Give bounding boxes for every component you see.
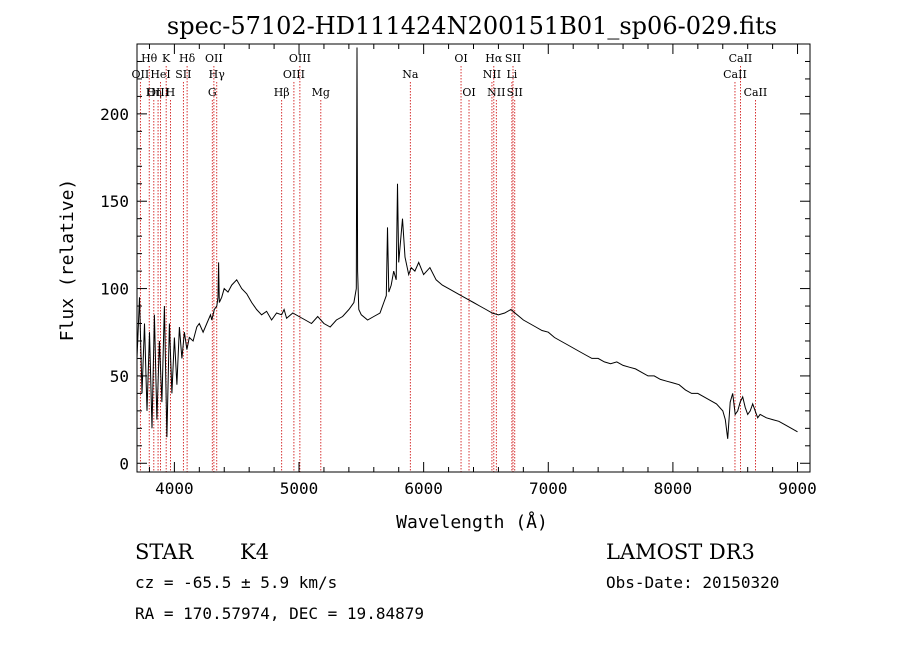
line-label-6: H <box>166 86 176 99</box>
line-label-1: OII <box>132 68 150 81</box>
x-tick-label-1: 5000 <box>280 479 319 498</box>
line-label-12: OIII <box>289 52 311 65</box>
line-label-23: NII <box>487 86 505 99</box>
line-label-24: SII <box>507 86 523 99</box>
x-tick-label-0: 4000 <box>155 479 194 498</box>
y-tick-label-4: 200 <box>100 105 129 124</box>
x-tick-label-3: 7000 <box>529 479 568 498</box>
line-label-25: CaII <box>729 52 753 65</box>
line-label-9: OII <box>205 52 223 65</box>
line-label-17: OI <box>454 52 467 65</box>
line-label-4: K <box>162 52 171 65</box>
line-label-22: Li <box>506 68 517 81</box>
line-label-19: Hα <box>485 52 503 65</box>
line-label-27: CaII <box>744 86 768 99</box>
chart-title: spec-57102-HD111424N200151B01_sp06-029.f… <box>167 12 777 40</box>
subclass: K4 <box>240 540 269 564</box>
x-tick-label-2: 6000 <box>404 479 443 498</box>
spectrum-line <box>136 47 798 439</box>
line-label-18: OI <box>462 86 475 99</box>
line-label-26: CaII <box>723 68 747 81</box>
line-label-0: Hθ <box>141 52 158 65</box>
line-label-10: Hγ <box>209 68 226 81</box>
y-axis-label: Flux (relative) <box>57 179 78 342</box>
redshift-text: cz = -65.5 ± 5.9 km/s <box>135 573 337 592</box>
x-axis-label: Wavelength (Å) <box>396 511 548 533</box>
y-tick-label-2: 100 <box>100 280 129 299</box>
y-ticks: 0 50 100 150 200 <box>100 60 810 473</box>
line-label-2: OIII <box>147 86 169 99</box>
line-label-13: OIII <box>283 68 305 81</box>
x-tick-label-5: 9000 <box>778 479 817 498</box>
survey-name: LAMOST DR3 <box>606 540 755 564</box>
y-tick-label-1: 50 <box>110 367 129 386</box>
line-label-16: Na <box>402 68 419 81</box>
x-tick-label-4: 8000 <box>654 479 693 498</box>
line-label-8: SII <box>175 68 191 81</box>
x-ticks: 4000 5000 6000 7000 8000 9000 <box>148 44 817 498</box>
plot-frame <box>136 43 811 473</box>
coordinates: RA = 170.57974, DEC = 19.84879 <box>135 604 424 623</box>
line-label-14: Hβ <box>274 86 290 99</box>
obs-date: Obs-Date: 20150320 <box>606 573 779 592</box>
line-label-21: NII <box>483 68 501 81</box>
line-label-5: HeI <box>150 68 170 81</box>
object-class: STAR <box>135 540 194 564</box>
line-label-20: SII <box>505 52 521 65</box>
line-label-11: G <box>208 86 217 99</box>
y-tick-label-0: 0 <box>119 454 129 473</box>
y-tick-label-3: 150 <box>100 192 129 211</box>
line-label-7: Hδ <box>179 52 196 65</box>
line-label-15: Mg <box>312 86 330 99</box>
line-label-3: Hη <box>146 86 162 99</box>
